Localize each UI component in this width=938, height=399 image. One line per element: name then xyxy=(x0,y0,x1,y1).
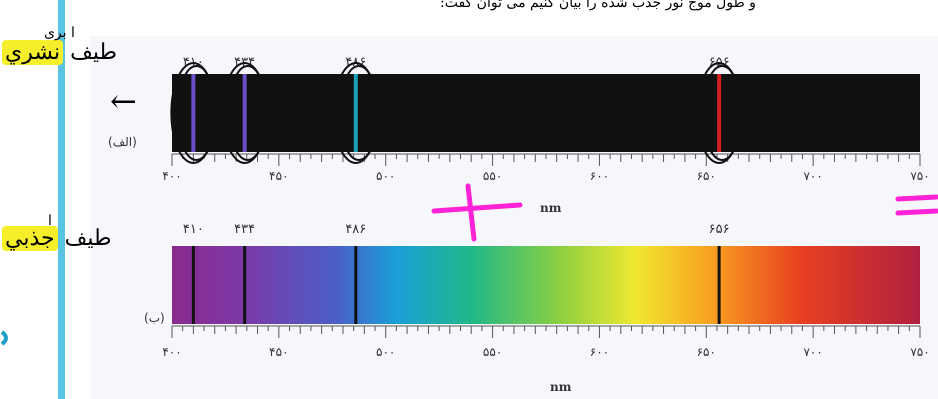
tick-label-a-4: ۵۵۰ xyxy=(483,169,502,183)
tick-label-b-5: ۶۰۰ xyxy=(590,345,609,359)
tick-label-b-4: ۵۵۰ xyxy=(483,345,502,359)
tick-label-b-6: ۶۵۰ xyxy=(697,345,716,359)
spectral-line-3 xyxy=(353,74,358,152)
tick-label-b-1: ۴۰۰ xyxy=(162,345,181,359)
plus-annotation-icon xyxy=(431,183,523,242)
emission-spectrum-panel: ۴۱۰ ۴۳۴ ۴۸۶ ۶۵۶ ۴۰۰ ۴۵۰ ۵۰۰ ۵۵۰ ۶۰۰ ۶۵۰ … xyxy=(108,55,930,215)
header-text: و طول موج نور جذب شده را بيان کنيم می‌ ت… xyxy=(440,0,756,11)
label-b-highlight: جذبي xyxy=(2,226,58,251)
label-emission-spectrum: طيف نشري ا بری xyxy=(2,25,118,65)
spectral-line-4 xyxy=(717,74,722,152)
peak-label-b-2: ۴۳۴ xyxy=(234,222,255,237)
label-absorption-spectrum: طيف جذبي ا xyxy=(2,213,112,251)
tick-label-a-3: ۵۰۰ xyxy=(376,169,395,183)
circle-mark-4 xyxy=(702,65,743,161)
spectral-line-4 xyxy=(717,246,721,324)
label-a-highlight: نشري xyxy=(2,40,64,65)
spectrum-figure: ۴۱۰ ۴۳۴ ۴۸۶ ۶۵۶ ۴۰۰ ۴۵۰ ۵۰۰ ۵۵۰ ۶۰۰ ۶۵۰ … xyxy=(108,55,930,394)
peak-label-b-4: ۶۵۶ xyxy=(709,222,730,237)
hand-drawn-circles xyxy=(170,62,743,164)
emission-spectrum-bar xyxy=(172,74,920,152)
tick-label-b-3: ۵۰۰ xyxy=(376,345,395,359)
tick-label-a-1: ۴۰۰ xyxy=(162,169,181,183)
panel-tag-b: (ب) xyxy=(144,311,165,325)
spectral-line-1 xyxy=(191,246,195,324)
peak-label-b-1: ۴۱۰ xyxy=(183,222,204,237)
unit-label-a: nm xyxy=(540,201,562,215)
label-a-prefix: طيف xyxy=(70,40,118,65)
tick-label-a-8: ۷۵۰ xyxy=(910,169,929,183)
tick-label-a-7: ۷۰۰ xyxy=(803,169,822,183)
label-a-superscript: ا بری xyxy=(44,25,75,41)
spectral-line-2 xyxy=(242,74,247,152)
spectral-line-3 xyxy=(354,246,358,324)
circle-mark-3 xyxy=(338,65,379,161)
peak-label-b-3: ۴۸۶ xyxy=(345,222,366,237)
spectral-line-2 xyxy=(243,246,247,324)
circle-mark-2 xyxy=(227,65,268,161)
circle-mark-1 xyxy=(176,65,217,161)
tick-label-a-5: ۶۰۰ xyxy=(590,169,609,183)
spectral-line-1 xyxy=(191,74,196,152)
tick-label-b-7: ۷۰۰ xyxy=(803,345,822,359)
label-b-superscript: ا xyxy=(48,213,52,229)
tick-label-a-2: ۴۵۰ xyxy=(269,169,288,183)
arrow-left-icon: ← xyxy=(110,82,137,120)
left-margin-strip xyxy=(58,0,65,399)
equals-annotation-icon xyxy=(895,194,938,216)
label-b-prefix: طيف xyxy=(64,226,112,251)
unit-label-b: nm xyxy=(550,380,572,394)
panel-tag-a: (الف) xyxy=(108,135,137,149)
tick-label-b-2: ۴۵۰ xyxy=(269,345,288,359)
tick-label-a-6: ۶۵۰ xyxy=(697,169,716,183)
absorption-spectrum-panel: ۴۱۰ ۴۳۴ ۴۸۶ ۶۵۶ ۴۰۰ ۴۵۰ ۵۰۰ ۵۵۰ ۶۰۰ ۶۵۰ … xyxy=(144,222,930,394)
margin-mark-icon xyxy=(0,330,8,346)
tick-label-b-8: ۷۵۰ xyxy=(910,345,929,359)
absorption-spectrum-bar xyxy=(172,246,920,324)
